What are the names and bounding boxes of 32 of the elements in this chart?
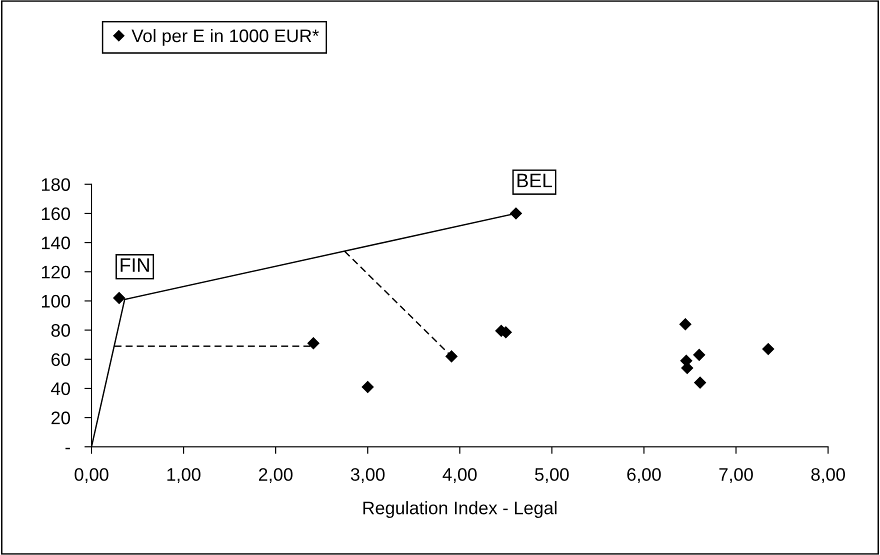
y-tick-label: 180 — [42, 178, 70, 191]
x-axis-title: Regulation Index - Legal — [363, 501, 556, 518]
x-tick-label: 4,00 — [442, 468, 477, 484]
x-tick-label: 7,00 — [719, 468, 753, 484]
x-tick-label: 8,00 — [811, 468, 845, 484]
point — [762, 342, 774, 356]
x-tick-label: 3,00 — [350, 468, 385, 484]
point — [692, 348, 706, 362]
point — [307, 337, 320, 350]
x-tick-label: 2,00 — [259, 468, 293, 484]
y-tick-label: 20 — [52, 412, 70, 424]
annotation: FIN — [120, 258, 149, 272]
point — [694, 376, 706, 389]
x-tick-label: 0,00 — [74, 468, 108, 484]
y-tick-label: 160 — [42, 207, 70, 220]
point — [679, 318, 692, 330]
x-tick-label: 1,00 — [167, 468, 200, 484]
y-tick-label: - — [65, 448, 70, 450]
point — [510, 207, 522, 220]
point — [445, 350, 458, 363]
y-tick-label: 100 — [42, 294, 70, 308]
y-tick-label: 40 — [51, 382, 70, 396]
y-tick-label: 80 — [51, 324, 70, 337]
y-tick-label: 140 — [42, 236, 70, 250]
point — [362, 380, 374, 394]
y-tick-label: 120 — [42, 266, 70, 278]
legend-label: Vol per E in 1000 EUR* — [132, 28, 319, 46]
x-tick-label: 5,00 — [535, 468, 569, 484]
annotation: BEL — [518, 174, 552, 188]
y-tick-label: 60 — [52, 353, 70, 366]
point — [112, 292, 126, 304]
x-tick-label: 6,00 — [627, 468, 661, 484]
